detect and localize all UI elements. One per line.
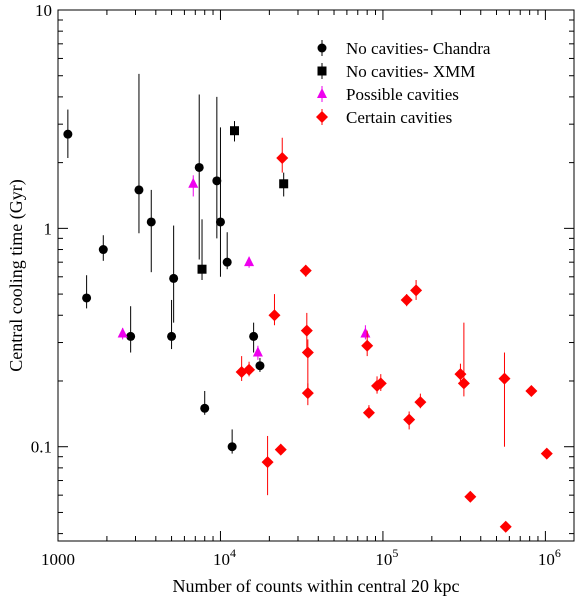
data-point	[361, 339, 374, 352]
legend-marker	[317, 66, 327, 76]
data-point	[301, 346, 314, 359]
series-circle	[63, 73, 265, 454]
legend-item: Possible cavities	[317, 85, 459, 104]
x-tick-label: 104	[213, 546, 236, 569]
legend-item: No cavities- XMM	[317, 62, 475, 81]
x-axis-label: Number of counts within central 20 kpc	[173, 576, 460, 596]
data-point	[82, 293, 92, 303]
data-point	[410, 284, 423, 297]
data-point	[400, 293, 413, 306]
data-point	[212, 176, 222, 186]
data-point	[169, 273, 179, 283]
series-square	[197, 121, 289, 281]
data-point	[126, 331, 136, 341]
data-point	[98, 245, 108, 255]
x-tick-label: 1000	[41, 550, 75, 569]
data-point	[374, 377, 387, 390]
data-point	[299, 264, 312, 277]
data-point	[146, 217, 156, 227]
legend-marker	[317, 43, 327, 53]
data-point	[362, 406, 375, 419]
data-point	[243, 363, 256, 376]
data-point	[279, 179, 289, 189]
y-tick-label: 10	[35, 1, 52, 20]
series-diamond	[235, 137, 553, 533]
data-point	[188, 177, 199, 188]
y-axis-label: Central cooling time (Gyr)	[6, 179, 27, 371]
y-tick-label: 0.1	[31, 438, 52, 457]
data-point	[197, 264, 207, 274]
data-point	[276, 151, 289, 164]
data-point	[244, 256, 255, 267]
data-point	[200, 403, 210, 413]
data-point	[403, 413, 416, 426]
data-point	[227, 442, 237, 452]
data-point	[255, 361, 265, 371]
data-point	[252, 346, 263, 357]
data-point	[540, 447, 553, 460]
tick-labels: 1000 104 105 106 0.1 1 10	[31, 1, 561, 569]
data-point	[134, 185, 144, 195]
data-point	[498, 372, 511, 385]
data-point	[499, 520, 512, 533]
data-point	[457, 377, 470, 390]
data-point	[274, 443, 287, 456]
legend-label: No cavities- XMM	[346, 62, 475, 81]
data-point	[215, 217, 225, 227]
data-point	[229, 126, 239, 136]
plot-frame	[57, 9, 575, 542]
legend-label: No cavities- Chandra	[346, 39, 491, 58]
axis-ticks	[57, 9, 574, 541]
x-tick-label: 105	[375, 546, 398, 569]
data-point	[464, 490, 477, 503]
data-point	[300, 324, 313, 337]
legend-label: Certain cavities	[346, 108, 452, 127]
series-triangle	[117, 175, 371, 360]
legend-marker	[317, 88, 327, 98]
plot-area	[63, 73, 553, 533]
legend-label: Possible cavities	[346, 85, 459, 104]
data-point	[525, 384, 538, 397]
data-point	[301, 387, 314, 400]
x-tick-label: 106	[538, 546, 561, 569]
legend-item: Certain cavities	[316, 108, 452, 127]
data-point	[360, 327, 371, 338]
y-tick-label: 1	[44, 219, 53, 238]
data-point	[268, 309, 281, 322]
data-point	[117, 327, 128, 338]
data-point	[194, 162, 204, 172]
data-point	[222, 257, 232, 267]
legend-item: No cavities- Chandra	[317, 39, 491, 58]
data-point	[63, 129, 73, 139]
data-point	[414, 396, 427, 409]
data-point	[249, 331, 259, 341]
data-point	[261, 456, 274, 469]
legend-marker	[316, 111, 328, 123]
legend: No cavities- Chandra No cavities- XMM Poss…	[316, 39, 491, 127]
data-point	[167, 331, 177, 341]
